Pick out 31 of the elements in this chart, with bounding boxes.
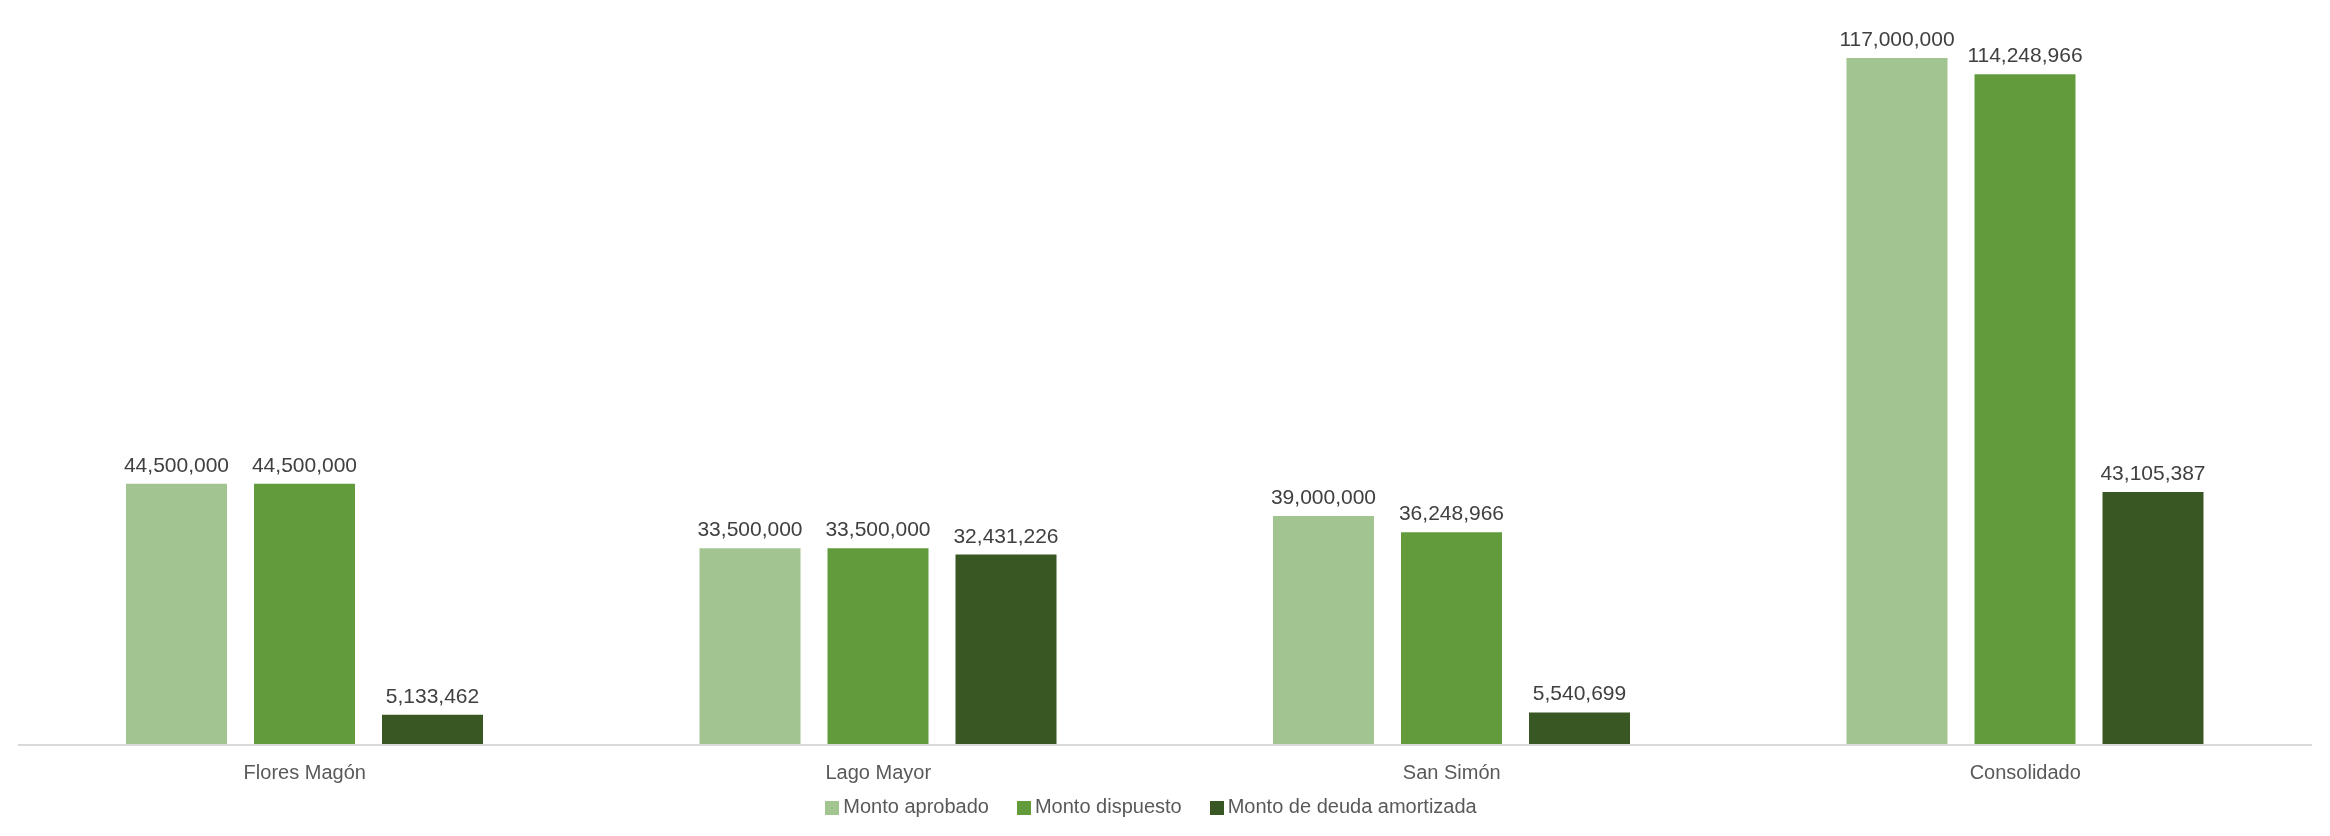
x-tick-label: Consolidado xyxy=(1969,761,2081,784)
data-label: 44,500,000 xyxy=(123,452,230,476)
bar xyxy=(1846,58,1948,745)
bar xyxy=(254,483,355,745)
bar xyxy=(1529,712,1630,745)
data-label: 117,000,000 xyxy=(1839,27,1955,50)
data-label: 32,431,226 xyxy=(953,523,1059,547)
data-label: 114,248,966 xyxy=(1967,43,2083,67)
data-label: 36,248,966 xyxy=(1398,501,1505,525)
data-label: 5,540,699 xyxy=(1532,681,1627,705)
legend-label: Monto dispuesto xyxy=(1034,795,1182,817)
bar xyxy=(1273,516,1374,745)
data-label: 44,500,000 xyxy=(251,452,358,476)
bar xyxy=(827,548,929,745)
x-tick-label: San Simón xyxy=(1402,761,1501,784)
bar xyxy=(1974,74,2076,745)
bar xyxy=(1401,532,1502,745)
legend-label: Monto de deuda amortizada xyxy=(1227,795,1477,817)
legend-label: Monto aprobado xyxy=(843,795,989,817)
data-label: 33,500,000 xyxy=(697,517,803,541)
x-tick-label: Flores Magón xyxy=(243,761,366,784)
bar xyxy=(126,483,227,745)
bar xyxy=(955,554,1057,745)
x-tick-label: Lago Mayor xyxy=(825,761,932,784)
data-label: 39,000,000 xyxy=(1270,485,1377,508)
data-label: 33,500,000 xyxy=(825,517,931,541)
data-label: 43,105,387 xyxy=(2100,460,2206,484)
bar xyxy=(699,548,801,745)
bar xyxy=(2102,491,2204,745)
bar xyxy=(382,714,483,745)
data-label: 5,133,462 xyxy=(385,683,480,707)
